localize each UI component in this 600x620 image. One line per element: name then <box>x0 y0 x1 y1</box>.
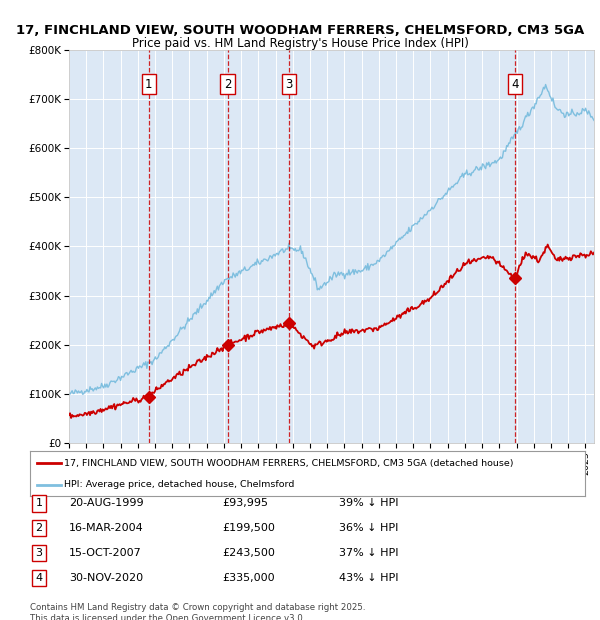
Text: Contains HM Land Registry data © Crown copyright and database right 2025.
This d: Contains HM Land Registry data © Crown c… <box>30 603 365 620</box>
Text: 4: 4 <box>35 573 43 583</box>
Text: 1: 1 <box>145 78 152 91</box>
Text: £243,500: £243,500 <box>222 548 275 558</box>
Text: 43% ↓ HPI: 43% ↓ HPI <box>339 573 398 583</box>
Text: 39% ↓ HPI: 39% ↓ HPI <box>339 498 398 508</box>
Text: 30-NOV-2020: 30-NOV-2020 <box>69 573 143 583</box>
Text: 37% ↓ HPI: 37% ↓ HPI <box>339 548 398 558</box>
Text: 2: 2 <box>224 78 231 91</box>
Text: HPI: Average price, detached house, Chelmsford: HPI: Average price, detached house, Chel… <box>64 480 295 489</box>
Text: £93,995: £93,995 <box>222 498 268 508</box>
Text: 3: 3 <box>35 548 43 558</box>
Text: 4: 4 <box>511 78 519 91</box>
Text: £335,000: £335,000 <box>222 573 275 583</box>
Text: 16-MAR-2004: 16-MAR-2004 <box>69 523 144 533</box>
Text: £199,500: £199,500 <box>222 523 275 533</box>
Text: Price paid vs. HM Land Registry's House Price Index (HPI): Price paid vs. HM Land Registry's House … <box>131 37 469 50</box>
Text: 15-OCT-2007: 15-OCT-2007 <box>69 548 142 558</box>
Text: 2: 2 <box>35 523 43 533</box>
Text: 20-AUG-1999: 20-AUG-1999 <box>69 498 143 508</box>
Text: 36% ↓ HPI: 36% ↓ HPI <box>339 523 398 533</box>
Text: 17, FINCHLAND VIEW, SOUTH WOODHAM FERRERS, CHELMSFORD, CM3 5GA: 17, FINCHLAND VIEW, SOUTH WOODHAM FERRER… <box>16 24 584 37</box>
Text: 17, FINCHLAND VIEW, SOUTH WOODHAM FERRERS, CHELMSFORD, CM3 5GA (detached house): 17, FINCHLAND VIEW, SOUTH WOODHAM FERRER… <box>64 459 514 468</box>
Text: 1: 1 <box>35 498 43 508</box>
Text: 3: 3 <box>286 78 293 91</box>
